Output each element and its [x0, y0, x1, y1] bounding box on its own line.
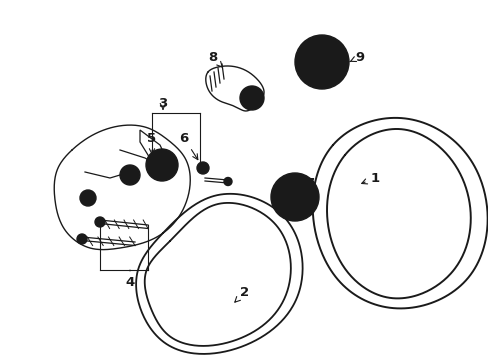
Text: 4: 4	[125, 270, 134, 289]
Circle shape	[276, 179, 312, 215]
Circle shape	[77, 234, 87, 244]
Circle shape	[284, 186, 305, 208]
Circle shape	[84, 194, 92, 202]
Text: 1: 1	[361, 171, 379, 185]
Circle shape	[128, 173, 132, 177]
Circle shape	[157, 160, 167, 170]
Circle shape	[308, 49, 334, 75]
Text: 2: 2	[234, 285, 249, 302]
Circle shape	[125, 170, 135, 180]
Circle shape	[120, 165, 140, 185]
Circle shape	[95, 217, 105, 227]
Text: 6: 6	[179, 131, 198, 159]
Circle shape	[80, 190, 96, 206]
Text: 8: 8	[208, 50, 222, 67]
Circle shape	[270, 173, 318, 221]
Circle shape	[294, 35, 348, 89]
Circle shape	[292, 195, 296, 199]
Circle shape	[315, 56, 327, 68]
Circle shape	[248, 95, 254, 101]
Circle shape	[240, 86, 264, 110]
Circle shape	[197, 162, 208, 174]
Text: 5: 5	[147, 131, 156, 154]
Circle shape	[151, 154, 173, 176]
Circle shape	[224, 177, 231, 185]
Circle shape	[302, 42, 341, 82]
Text: 9: 9	[349, 50, 364, 63]
Text: 7: 7	[300, 176, 314, 191]
Circle shape	[319, 60, 324, 64]
Text: 3: 3	[158, 96, 167, 109]
Circle shape	[160, 163, 163, 167]
Circle shape	[289, 192, 299, 202]
Circle shape	[146, 149, 178, 181]
Circle shape	[244, 91, 259, 105]
Circle shape	[200, 165, 205, 171]
